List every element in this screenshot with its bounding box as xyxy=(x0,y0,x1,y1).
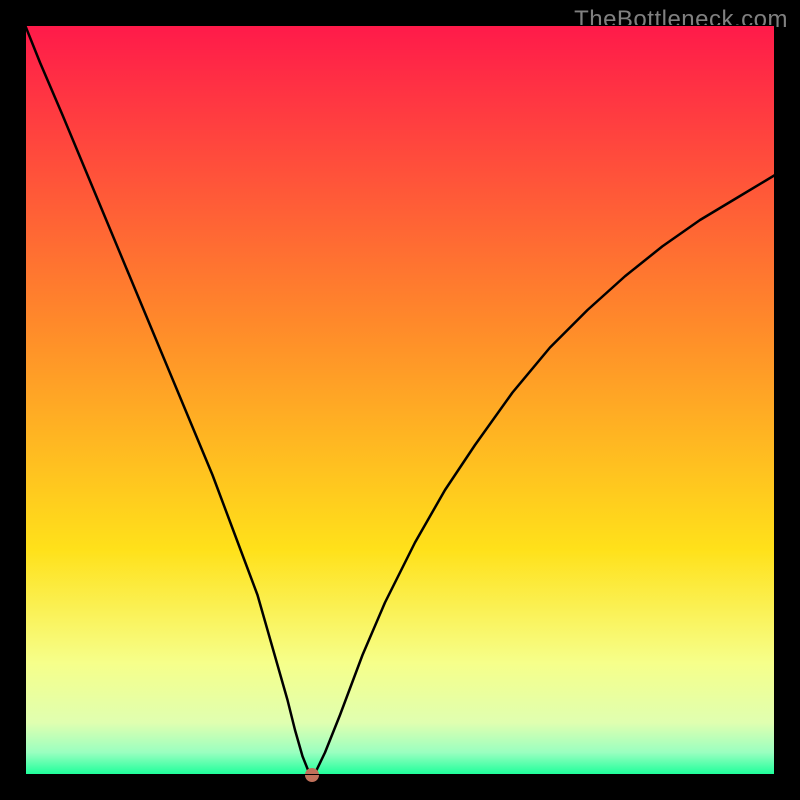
chart-plot-area xyxy=(25,25,775,775)
optimal-point-marker xyxy=(305,768,319,782)
bottleneck-curve xyxy=(25,25,775,775)
